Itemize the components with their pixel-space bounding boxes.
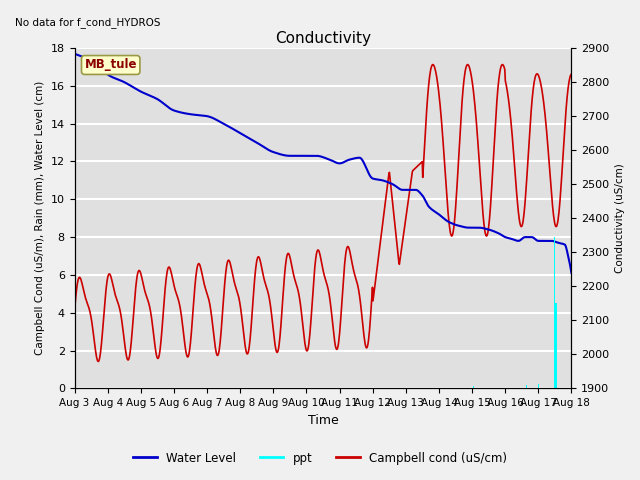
Bar <box>556 303 557 388</box>
Text: No data for f_cond_HYDROS: No data for f_cond_HYDROS <box>15 17 161 28</box>
Title: Conductivity: Conductivity <box>275 31 371 46</box>
X-axis label: Time: Time <box>308 414 339 427</box>
Bar <box>526 385 527 388</box>
Text: MB_tule: MB_tule <box>84 59 137 72</box>
Bar <box>538 384 539 388</box>
Y-axis label: Campbell Cond (uS/m), Rain (mm), Water Level (cm): Campbell Cond (uS/m), Rain (mm), Water L… <box>35 81 45 355</box>
Legend: Water Level, ppt, Campbell cond (uS/cm): Water Level, ppt, Campbell cond (uS/cm) <box>128 447 512 469</box>
Y-axis label: Conductivity (uS/cm): Conductivity (uS/cm) <box>615 163 625 273</box>
Bar <box>473 386 474 388</box>
Bar <box>554 237 555 388</box>
